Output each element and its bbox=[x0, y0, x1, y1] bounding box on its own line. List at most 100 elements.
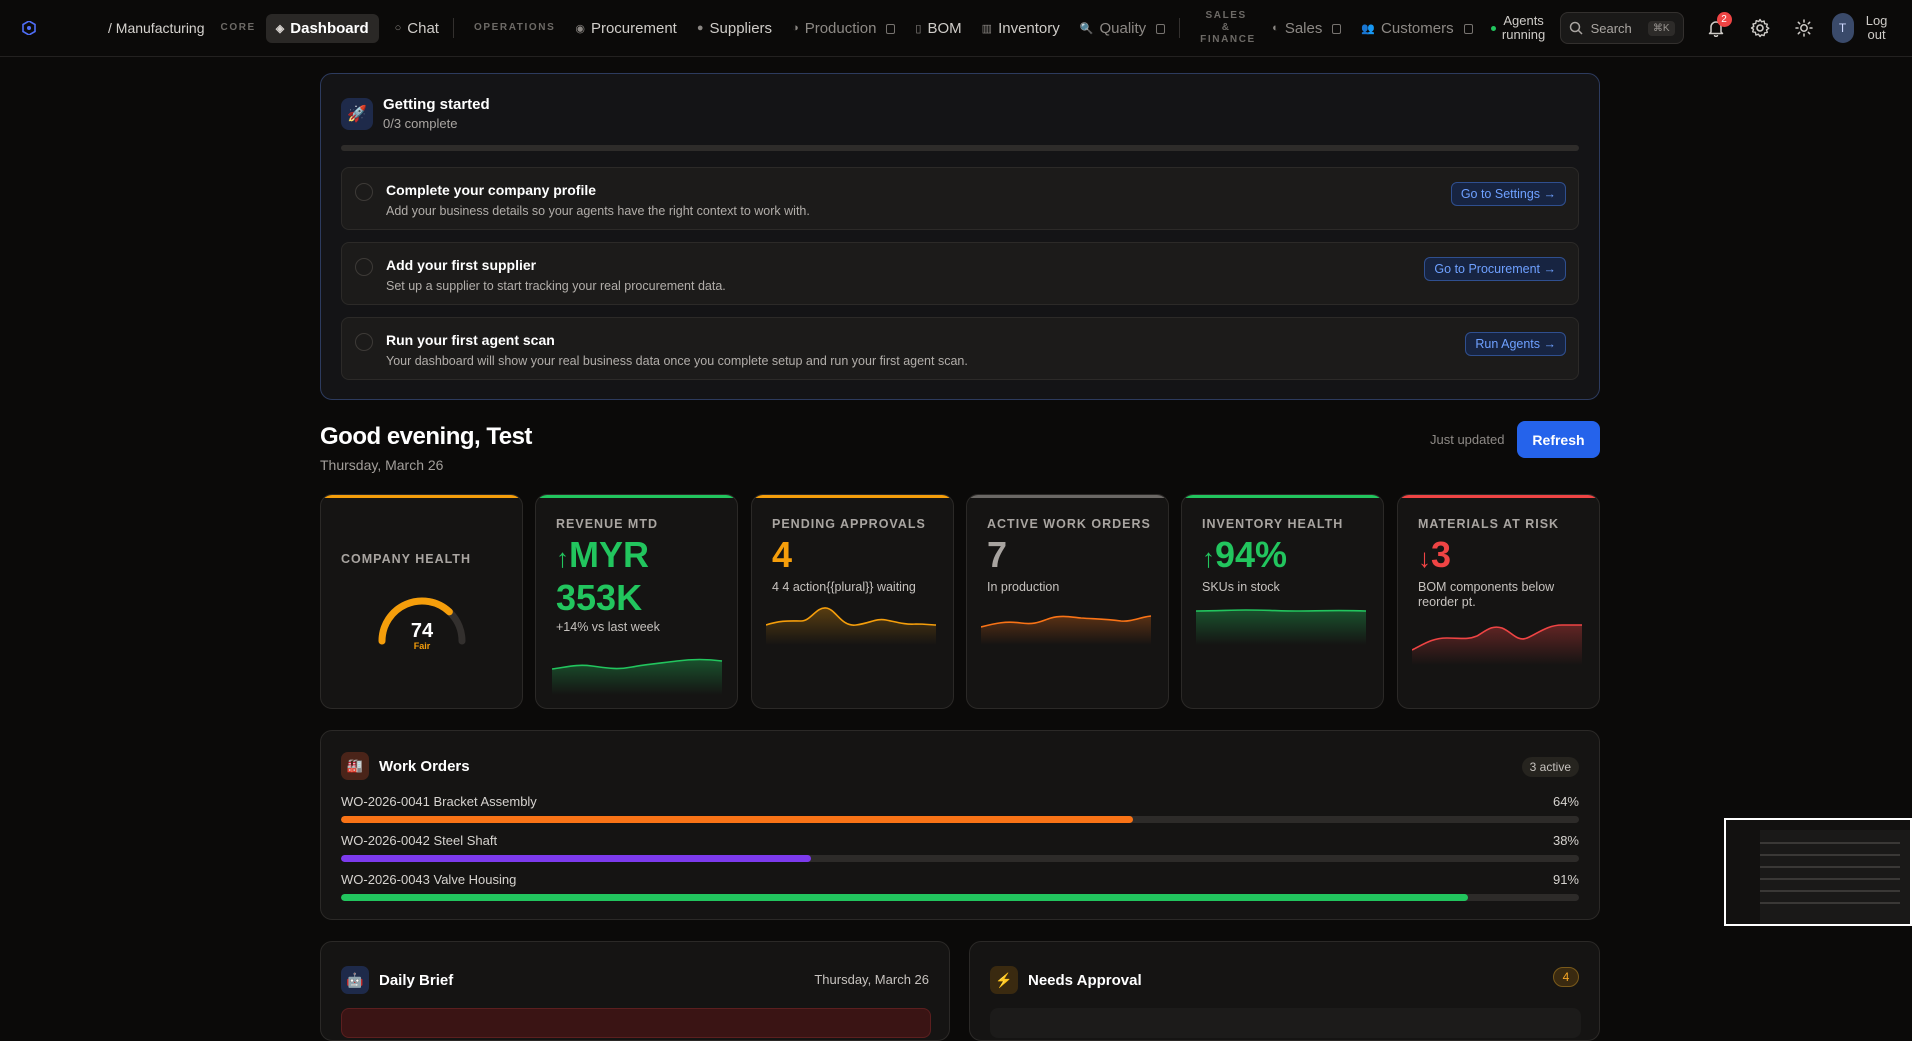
work-order-percent: 38% bbox=[1552, 833, 1579, 848]
daily-brief-title: Daily Brief bbox=[379, 971, 454, 989]
chat-icon: ○ bbox=[394, 22, 402, 34]
kpi-value: ↑MYR 353K bbox=[556, 535, 726, 618]
getting-started-progress-bar bbox=[341, 145, 1579, 151]
nav-chat[interactable]: ○ Chat bbox=[385, 14, 449, 43]
step-checkbox[interactable] bbox=[355, 183, 373, 201]
search-icon bbox=[1569, 21, 1583, 35]
kpi-subtext: BOM components below reorder pt. bbox=[1418, 580, 1555, 609]
agents-status-label: Agents running bbox=[1501, 13, 1546, 42]
kpi-revenue[interactable]: REVENUE MTD ↑MYR 353K +14% vs last week bbox=[535, 494, 738, 709]
nav-procurement-label: Procurement bbox=[590, 19, 677, 37]
preview-row bbox=[1760, 902, 1900, 904]
preview-row bbox=[1760, 878, 1900, 880]
active-count-badge: 3 active bbox=[1521, 757, 1579, 777]
logo-icon bbox=[22, 21, 36, 35]
up-arrow-icon: ↑ bbox=[1202, 543, 1215, 573]
nav-inventory[interactable]: ▥ Inventory bbox=[972, 14, 1070, 43]
kpi-pending-approvals[interactable]: PENDING APPROVALS 4 4 4 action{{plural}}… bbox=[751, 494, 954, 709]
nav-quality[interactable]: 🔍 Quality bbox=[1070, 14, 1175, 43]
suppliers-icon: ● bbox=[696, 22, 704, 34]
nav-suppliers[interactable]: ● Suppliers bbox=[687, 14, 782, 43]
theme-toggle-button[interactable] bbox=[1784, 8, 1824, 48]
kpi-value: 4 bbox=[772, 534, 793, 575]
kpi-value: 7 bbox=[987, 534, 1008, 575]
work-order-row[interactable]: WO-2026-0043 Valve Housing 91% bbox=[341, 872, 1579, 901]
health-gauge: 74 Fair bbox=[378, 597, 466, 651]
inventory-icon: ▥ bbox=[981, 22, 993, 35]
step-checkbox[interactable] bbox=[355, 258, 373, 276]
nav-inventory-label: Inventory bbox=[998, 19, 1060, 37]
kpi-accent-bar bbox=[321, 495, 522, 498]
kpi-label: INVENTORY HEALTH bbox=[1202, 517, 1344, 531]
nav-bom[interactable]: ▯ BOM bbox=[905, 14, 971, 43]
gauge-score: 74 bbox=[411, 620, 434, 642]
nav-procurement[interactable]: ◉ Procurement bbox=[565, 14, 686, 43]
getting-started-title: Getting started bbox=[383, 96, 490, 113]
gauge-value-arc bbox=[378, 597, 453, 645]
setup-step: Add your first supplier Set up a supplie… bbox=[341, 242, 1579, 305]
search-shortcut: ⌘K bbox=[1647, 20, 1675, 36]
kpi-inventory-health[interactable]: INVENTORY HEALTH ↑94% SKUs in stock bbox=[1181, 494, 1384, 709]
kpi-accent-bar bbox=[967, 495, 1168, 498]
page-preview-thumbnail[interactable] bbox=[1724, 818, 1912, 926]
kpi-value: ↓3 bbox=[1418, 535, 1451, 578]
lock-icon bbox=[1156, 24, 1166, 34]
step-checkbox[interactable] bbox=[355, 333, 373, 351]
settings-button[interactable] bbox=[1740, 8, 1780, 48]
nav-customers[interactable]: 👥 Customers bbox=[1351, 14, 1482, 43]
nav-dashboard-label: Dashboard bbox=[290, 19, 369, 37]
progress-track bbox=[341, 894, 1579, 901]
brief-alert-item[interactable] bbox=[341, 1008, 931, 1038]
search-button[interactable]: Search ⌘K bbox=[1559, 12, 1684, 44]
robot-icon: 🤖 bbox=[341, 966, 369, 994]
kpi-label: ACTIVE WORK ORDERS bbox=[987, 517, 1151, 531]
kpi-active-work-orders[interactable]: ACTIVE WORK ORDERS 7 In production bbox=[966, 494, 1169, 709]
logout-button[interactable]: Log out bbox=[1865, 13, 1888, 42]
materials-sparkline bbox=[1412, 624, 1582, 665]
approval-item[interactable] bbox=[990, 1008, 1581, 1038]
kpi-company-health[interactable]: COMPANY HEALTH 74 Fair bbox=[320, 494, 523, 709]
daily-brief-card: 🤖 Daily Brief Thursday, March 26 bbox=[320, 941, 950, 1041]
nav-dashboard[interactable]: ◈ Dashboard bbox=[265, 13, 379, 43]
refresh-button[interactable]: Refresh bbox=[1517, 421, 1600, 458]
nav-suppliers-label: Suppliers bbox=[709, 19, 773, 37]
kpi-materials-at-risk[interactable]: MATERIALS AT RISK ↓3 BOM components belo… bbox=[1397, 494, 1600, 709]
notifications-button[interactable]: 2 bbox=[1696, 8, 1736, 48]
kpi-value: ↑94% bbox=[1202, 535, 1287, 578]
daily-brief-header: 🤖 Daily Brief bbox=[341, 966, 453, 994]
avatar[interactable]: T bbox=[1831, 13, 1854, 43]
nav-production[interactable]: ◑ Production bbox=[782, 14, 905, 43]
work-order-percent: 64% bbox=[1552, 794, 1579, 809]
nav-quality-label: Quality bbox=[1099, 19, 1147, 37]
setup-step: Complete your company profile Add your b… bbox=[341, 167, 1579, 230]
getting-started-header: 🚀 Getting started 0/3 complete bbox=[341, 96, 490, 131]
kpi-accent-bar bbox=[752, 495, 953, 498]
step-description: Add your business details so your agents… bbox=[386, 204, 810, 218]
dashboard-icon: ◈ bbox=[275, 22, 285, 35]
section-label-core: CORE bbox=[220, 22, 256, 33]
agents-status[interactable]: Agents running bbox=[1490, 13, 1546, 42]
top-navigation: / Manufacturing CORE ◈ Dashboard ○ Chat OP… bbox=[0, 0, 1912, 57]
app-logo[interactable] bbox=[22, 18, 62, 38]
nav-sales[interactable]: ◐ Sales bbox=[1262, 14, 1351, 43]
progress-fill bbox=[341, 855, 812, 862]
go-to-procurement-button[interactable]: Go to Procurement → bbox=[1424, 257, 1566, 281]
breadcrumb[interactable]: / Manufacturing bbox=[108, 20, 205, 36]
sun-icon bbox=[1794, 19, 1813, 37]
kpi-label: PENDING APPROVALS bbox=[772, 517, 926, 531]
go-to-settings-button[interactable]: Go to Settings → bbox=[1450, 182, 1566, 206]
down-arrow-icon: ↓ bbox=[1418, 543, 1431, 573]
kpi-value-text: 94% bbox=[1215, 534, 1288, 575]
procurement-icon: ◉ bbox=[575, 22, 585, 35]
work-order-row[interactable]: WO-2026-0042 Steel Shaft 38% bbox=[341, 833, 1579, 862]
work-order-name: WO-2026-0041 Bracket Assembly bbox=[341, 794, 537, 809]
gauge-status: Fair bbox=[414, 641, 431, 651]
work-order-row[interactable]: WO-2026-0041 Bracket Assembly 64% bbox=[341, 794, 1579, 823]
nav-divider bbox=[452, 18, 454, 38]
preview-row bbox=[1760, 866, 1900, 868]
nav-sales-label: Sales bbox=[1284, 19, 1323, 37]
lock-icon bbox=[1463, 24, 1473, 34]
page-date: Thursday, March 26 bbox=[320, 457, 444, 473]
needs-approval-card: ⚡ Needs Approval 4 bbox=[969, 941, 1600, 1041]
run-agents-button[interactable]: Run Agents → bbox=[1465, 332, 1566, 356]
